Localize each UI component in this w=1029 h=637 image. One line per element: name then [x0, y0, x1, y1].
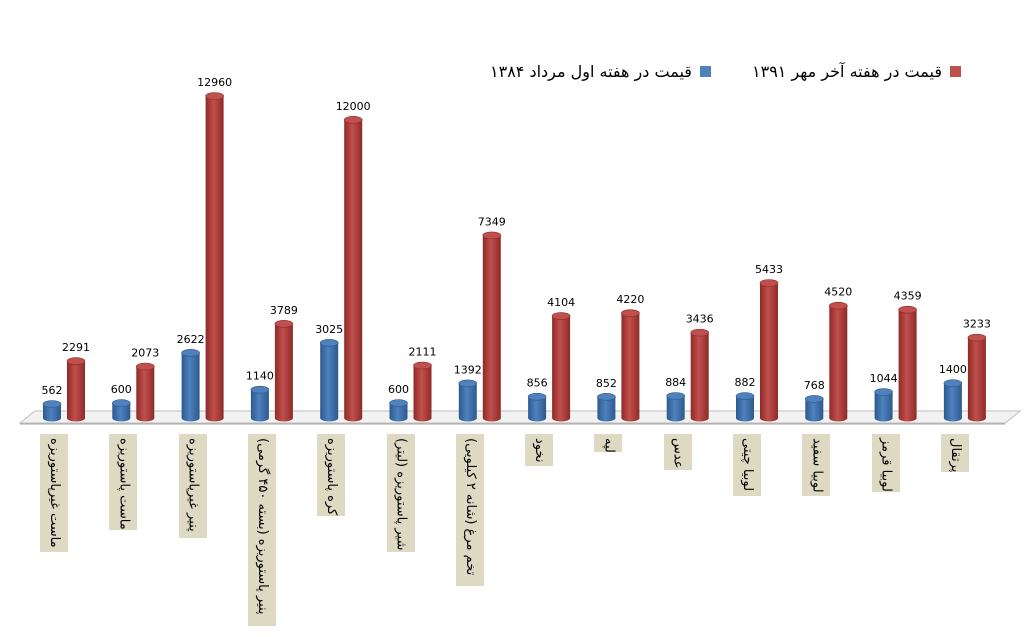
bar-series2-10 — [759, 279, 779, 422]
data-label-series1-8: 852 — [596, 377, 617, 390]
category-label: پنیر پاستوریزه (بسته ۴۵۰ گرمی) — [247, 434, 276, 626]
chart-floor — [18, 410, 1022, 424]
bar-series1-9 — [666, 392, 686, 422]
bar-series2-5 — [413, 361, 432, 422]
bar-series1-8 — [597, 393, 616, 422]
category-label: لپه — [594, 434, 623, 453]
category-label: لوبیا قرمز — [871, 434, 900, 492]
category-label: لوبیا چیتی — [733, 434, 761, 496]
data-label-series1-4: 3025 — [315, 323, 343, 336]
category-label: شیر پاستوریزه (لیتر) — [386, 434, 415, 552]
category-label: پنیر غیرپاستوریزه — [178, 434, 207, 538]
bar-series1-11 — [804, 395, 824, 422]
bar-series1-4 — [319, 339, 339, 422]
data-label-series2-6: 7349 — [478, 215, 506, 228]
data-label-series2-7: 4104 — [547, 296, 575, 309]
data-label-series1-1: 600 — [111, 383, 132, 396]
data-label-series2-4: 12000 — [336, 100, 371, 113]
data-label-series2-2: 12960 — [197, 76, 232, 89]
data-label-series1-6: 1392 — [454, 363, 482, 376]
bar-series2-2 — [205, 92, 224, 422]
bar-series1-0 — [42, 400, 62, 422]
bar-series2-3 — [274, 320, 294, 422]
bar-series2-9 — [690, 328, 710, 422]
legend-swatch-red — [949, 65, 961, 77]
category-label: عدس — [663, 434, 692, 470]
data-label-series1-11: 768 — [804, 379, 825, 392]
bar-series2-0 — [66, 357, 86, 422]
data-label-series2-10: 5433 — [755, 263, 783, 276]
data-label-series2-8: 4220 — [616, 293, 644, 306]
category-label: نخود — [525, 434, 554, 466]
data-label-series1-3: 1140 — [246, 370, 274, 383]
category-label: لوبیا سفید — [802, 434, 831, 496]
category-label: ماست پاستوریزه — [109, 434, 138, 530]
bar-series2-12 — [898, 305, 917, 422]
data-label-series2-0: 2291 — [62, 341, 90, 354]
bar-series2-13 — [967, 333, 987, 422]
legend-label-series-2: قیمت در هفته آخر مهر ۱۳۹۱ — [752, 61, 942, 81]
bar-series1-2 — [181, 349, 200, 422]
bar-series1-6 — [458, 379, 478, 422]
bar-series1-1 — [112, 399, 131, 422]
data-label-series1-0: 562 — [42, 384, 63, 397]
bar-series1-10 — [735, 392, 755, 422]
category-label: تخم مرغ (شانه ۲ کیلویی) — [455, 434, 484, 586]
category-label: ماست غیرپاستوریزه — [40, 434, 68, 552]
bar-series2-11 — [828, 301, 848, 422]
legend-swatch-blue — [699, 65, 711, 77]
bar-series1-5 — [389, 399, 408, 422]
data-label-series2-13: 3233 — [963, 318, 991, 331]
data-label-series2-9: 3436 — [686, 313, 714, 326]
data-label-series1-13: 1400 — [939, 363, 967, 376]
category-label: پرتقال — [940, 434, 969, 472]
legend-item-series-2: قیمت در هفته آخر مهر ۱۳۹۱ — [752, 58, 961, 84]
data-label-series2-5: 2111 — [409, 346, 437, 359]
bar-series1-12 — [874, 388, 893, 422]
data-label-series2-11: 4520 — [824, 286, 852, 299]
data-label-series1-10: 882 — [735, 376, 756, 389]
data-label-series1-7: 856 — [527, 377, 548, 390]
data-label-series1-9: 884 — [665, 376, 686, 389]
bar-series2-4 — [343, 116, 363, 422]
data-label-series1-12: 1044 — [870, 372, 898, 385]
bar-series1-13 — [943, 379, 963, 422]
legend-label-series-1: قیمت در هفته اول مرداد ۱۳۸۴ — [490, 61, 692, 81]
category-label: کره پاستوریزه — [317, 434, 346, 516]
data-label-series2-12: 4359 — [894, 290, 922, 303]
legend-item-series-1: قیمت در هفته اول مرداد ۱۳۸۴ — [490, 58, 711, 84]
bar-series1-7 — [527, 392, 547, 422]
data-label-series2-1: 2073 — [131, 346, 159, 359]
bar-series2-1 — [136, 362, 155, 422]
bar-series2-8 — [621, 309, 640, 422]
bar-series2-6 — [482, 231, 502, 422]
bar-series2-7 — [551, 312, 571, 422]
data-label-series1-5: 600 — [388, 383, 409, 396]
data-label-series1-2: 2622 — [177, 333, 205, 346]
bar-series1-3 — [250, 385, 270, 422]
data-label-series2-3: 3789 — [270, 304, 298, 317]
